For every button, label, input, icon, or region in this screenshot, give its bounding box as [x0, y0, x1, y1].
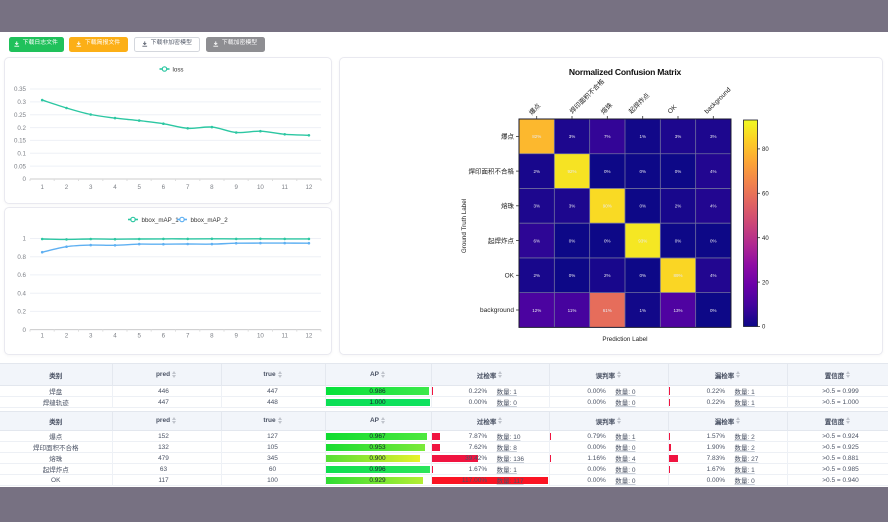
svg-text:起焊炸点: 起焊炸点 — [626, 90, 651, 115]
svg-text:0%: 0% — [569, 238, 576, 243]
svg-text:12: 12 — [305, 333, 312, 340]
svg-text:0.4: 0.4 — [17, 290, 26, 297]
svg-text:0.6: 0.6 — [17, 272, 26, 279]
svg-text:5: 5 — [137, 184, 141, 191]
svg-text:2: 2 — [65, 184, 69, 191]
svg-text:4: 4 — [113, 184, 117, 191]
svg-text:0%: 0% — [639, 273, 646, 278]
svg-text:3%: 3% — [569, 204, 576, 209]
svg-text:8: 8 — [210, 184, 214, 191]
svg-text:0%: 0% — [710, 308, 717, 313]
svg-text:0: 0 — [23, 327, 27, 334]
svg-text:80: 80 — [762, 147, 769, 153]
svg-text:82%: 82% — [532, 134, 541, 139]
svg-text:3%: 3% — [710, 134, 717, 139]
svg-text:10: 10 — [257, 184, 264, 191]
svg-text:0.15: 0.15 — [14, 138, 27, 145]
svg-text:loss: loss — [173, 66, 184, 73]
svg-text:90%: 90% — [603, 204, 612, 209]
svg-text:20: 20 — [762, 280, 769, 286]
svg-text:3: 3 — [89, 333, 93, 340]
svg-text:爆点: 爆点 — [527, 101, 543, 117]
svg-text:2: 2 — [65, 333, 69, 340]
svg-text:Ground Truth Label: Ground Truth Label — [461, 199, 468, 253]
svg-text:2%: 2% — [533, 273, 540, 278]
svg-text:11%: 11% — [568, 308, 577, 313]
svg-text:background: background — [703, 86, 732, 115]
svg-text:1%: 1% — [639, 134, 646, 139]
svg-text:7: 7 — [186, 333, 190, 340]
svg-text:爆点: 爆点 — [501, 132, 515, 141]
svg-text:0: 0 — [23, 176, 27, 183]
svg-text:1%: 1% — [639, 308, 646, 313]
svg-text:1: 1 — [23, 236, 27, 243]
svg-text:0%: 0% — [604, 238, 611, 243]
svg-text:bbox_mAP_2: bbox_mAP_2 — [191, 217, 229, 224]
svg-text:background: background — [480, 307, 514, 314]
svg-text:0.2: 0.2 — [17, 125, 26, 132]
svg-text:0.2: 0.2 — [17, 309, 26, 316]
svg-text:60: 60 — [762, 192, 769, 198]
svg-text:OK: OK — [505, 273, 515, 280]
svg-text:0%: 0% — [604, 169, 611, 174]
svg-text:熔珠: 熔珠 — [599, 100, 615, 116]
svg-text:0%: 0% — [675, 169, 682, 174]
svg-text:3%: 3% — [569, 134, 576, 139]
svg-text:0%: 0% — [639, 204, 646, 209]
svg-text:0%: 0% — [639, 169, 646, 174]
svg-text:OK: OK — [667, 103, 679, 115]
svg-text:4: 4 — [113, 333, 117, 340]
svg-text:6: 6 — [162, 333, 166, 340]
svg-text:6: 6 — [162, 184, 166, 191]
svg-text:1: 1 — [40, 333, 44, 340]
svg-text:7: 7 — [186, 184, 190, 191]
svg-text:11: 11 — [281, 333, 288, 340]
svg-text:3%: 3% — [533, 204, 540, 209]
svg-text:89%: 89% — [673, 273, 682, 278]
svg-text:9: 9 — [234, 333, 238, 340]
svg-text:3: 3 — [89, 184, 93, 191]
svg-text:8: 8 — [210, 333, 214, 340]
svg-text:0%: 0% — [710, 238, 717, 243]
svg-text:0.8: 0.8 — [17, 254, 26, 261]
svg-text:9: 9 — [234, 184, 238, 191]
svg-text:0.3: 0.3 — [17, 99, 26, 106]
svg-text:0.05: 0.05 — [14, 163, 27, 170]
svg-text:12%: 12% — [532, 308, 541, 313]
svg-text:1: 1 — [40, 184, 44, 191]
svg-text:焊印面积不合格: 焊印面积不合格 — [469, 166, 515, 175]
svg-text:4%: 4% — [710, 273, 717, 278]
svg-text:2%: 2% — [675, 204, 682, 209]
svg-text:0.1: 0.1 — [17, 151, 26, 158]
svg-text:bbox_mAP_1: bbox_mAP_1 — [142, 217, 180, 224]
svg-text:2%: 2% — [604, 273, 611, 278]
svg-text:11: 11 — [281, 184, 288, 191]
svg-text:93%: 93% — [638, 238, 647, 243]
svg-text:4%: 4% — [710, 204, 717, 209]
svg-text:13%: 13% — [673, 308, 682, 313]
svg-text:5: 5 — [137, 333, 141, 340]
svg-text:7%: 7% — [604, 134, 611, 139]
svg-text:4%: 4% — [710, 169, 717, 174]
svg-text:3%: 3% — [675, 134, 682, 139]
svg-text:10: 10 — [257, 333, 264, 340]
svg-text:Normalized Confusion Matrix: Normalized Confusion Matrix — [569, 67, 682, 77]
svg-text:6%: 6% — [533, 238, 540, 243]
svg-text:起焊炸点: 起焊炸点 — [488, 236, 515, 245]
svg-text:Prediction Label: Prediction Label — [602, 336, 647, 343]
svg-text:2%: 2% — [533, 169, 540, 174]
svg-text:61%: 61% — [603, 308, 612, 313]
svg-text:12: 12 — [305, 184, 312, 191]
svg-text:0.25: 0.25 — [14, 112, 27, 119]
svg-text:熔珠: 熔珠 — [501, 201, 515, 210]
svg-text:40: 40 — [762, 236, 769, 242]
svg-text:0%: 0% — [569, 273, 576, 278]
svg-text:0.35: 0.35 — [14, 86, 27, 93]
svg-text:0%: 0% — [675, 238, 682, 243]
svg-text:92%: 92% — [567, 169, 576, 174]
svg-text:0: 0 — [762, 325, 766, 331]
